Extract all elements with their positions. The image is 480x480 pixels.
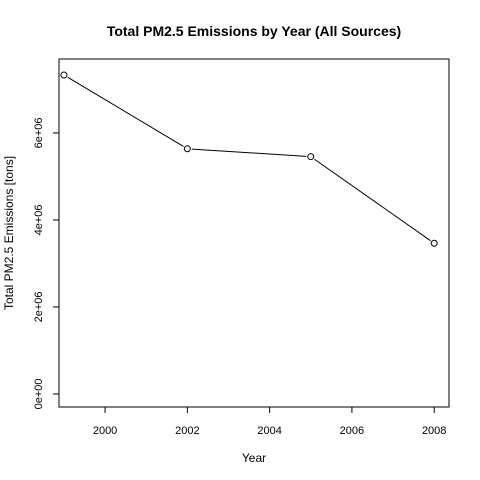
data-point (430, 239, 438, 247)
y-axis: 0e+00 2e+06 4e+06 6e+06 (33, 117, 60, 409)
series-layer (60, 71, 438, 247)
x-axis: 2000 2002 2004 2006 2008 (93, 406, 446, 437)
x-tick-label: 2006 (340, 425, 364, 437)
data-point (183, 145, 191, 153)
data-point (60, 71, 68, 79)
chart-title: Total PM2.5 Emissions by Year (All Sourc… (107, 23, 401, 39)
y-tick-label: 2e+06 (33, 291, 45, 322)
x-tick-label: 2000 (93, 425, 117, 437)
series-line-segment (67, 76, 184, 147)
y-tick-label: 6e+06 (33, 117, 45, 148)
series-line-segment (314, 158, 431, 242)
x-tick-label: 2004 (257, 425, 281, 437)
y-tick-label: 4e+06 (33, 204, 45, 235)
series-line-segment (191, 148, 307, 157)
y-axis-label: Total PM2.5 Emissions [tons] (2, 156, 16, 310)
y-tick-label: 0e+00 (33, 378, 45, 409)
data-point (307, 153, 315, 161)
plot-frame (58, 58, 450, 408)
x-tick-label: 2002 (175, 425, 199, 437)
x-axis-label: Year (242, 451, 266, 465)
x-tick-label: 2008 (422, 425, 446, 437)
